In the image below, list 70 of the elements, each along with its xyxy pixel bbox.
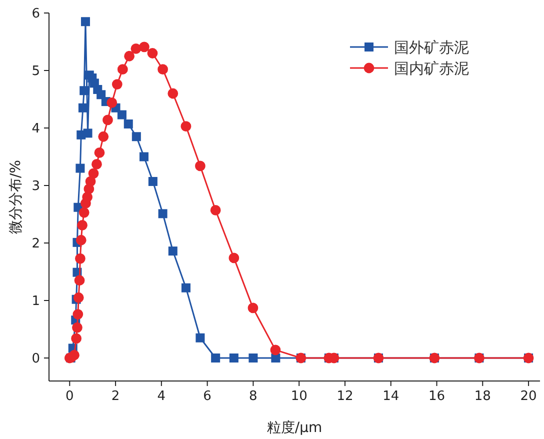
point <box>76 234 86 246</box>
x-tick-label: 14 <box>382 389 400 404</box>
point <box>139 42 150 52</box>
point <box>124 50 135 62</box>
point <box>195 160 206 172</box>
point <box>148 176 158 186</box>
point <box>88 168 99 179</box>
point <box>270 344 281 356</box>
point <box>80 86 89 96</box>
point <box>117 110 126 120</box>
point <box>72 309 84 320</box>
point <box>106 98 118 108</box>
point <box>85 176 96 187</box>
point <box>132 132 141 142</box>
point <box>96 90 106 100</box>
y-tick-label: 0 <box>32 352 40 366</box>
point <box>77 220 88 230</box>
x-tick-label: 4 <box>157 389 166 404</box>
x-tick-label: 8 <box>249 389 258 404</box>
point <box>228 252 240 264</box>
point <box>211 354 220 362</box>
y-axis-title: 微分分布/% <box>8 160 24 234</box>
point <box>210 205 221 216</box>
y-tick-label: 5 <box>32 64 40 79</box>
y-tick-label: 6 <box>32 6 40 22</box>
x-axis-title: 粒度/μm <box>266 420 322 436</box>
point <box>139 152 148 162</box>
point <box>80 17 90 26</box>
point <box>229 354 238 362</box>
point <box>158 209 168 218</box>
point <box>181 283 190 292</box>
point <box>102 114 113 126</box>
point <box>168 246 178 256</box>
point <box>78 103 88 112</box>
legend-label: 国外矿赤泥 <box>394 38 469 56</box>
point <box>76 164 85 173</box>
x-tick-label: 2 <box>111 389 120 404</box>
point <box>112 79 122 90</box>
point <box>124 119 133 128</box>
y-tick-label: 4 <box>32 122 40 136</box>
point <box>196 333 205 342</box>
x-tick-label: 10 <box>290 389 308 404</box>
point <box>94 148 105 158</box>
x-tick-label: 16 <box>428 389 446 404</box>
point <box>75 253 86 264</box>
y-tick-label: 1 <box>32 294 40 309</box>
y-tick-label: 3 <box>32 179 40 194</box>
x-tick-label: 18 <box>474 389 491 404</box>
point <box>168 88 178 99</box>
point <box>69 350 80 360</box>
legend-label: 国内矿赤泥 <box>394 60 469 78</box>
point <box>73 292 84 303</box>
point <box>117 64 128 75</box>
point <box>248 354 258 362</box>
point <box>248 302 258 314</box>
point <box>72 322 82 333</box>
x-tick-label: 20 <box>520 389 537 404</box>
point <box>158 64 168 75</box>
point <box>71 333 82 344</box>
point <box>83 128 92 138</box>
x-tick-label: 12 <box>336 389 354 404</box>
x-tick-label: 0 <box>66 389 74 404</box>
point <box>74 275 85 286</box>
point <box>180 121 192 132</box>
y-tick-label: 2 <box>32 236 40 252</box>
point <box>98 131 109 142</box>
x-tick-label: 6 <box>203 389 212 404</box>
point <box>92 159 102 170</box>
point <box>147 48 158 58</box>
point <box>78 207 90 218</box>
